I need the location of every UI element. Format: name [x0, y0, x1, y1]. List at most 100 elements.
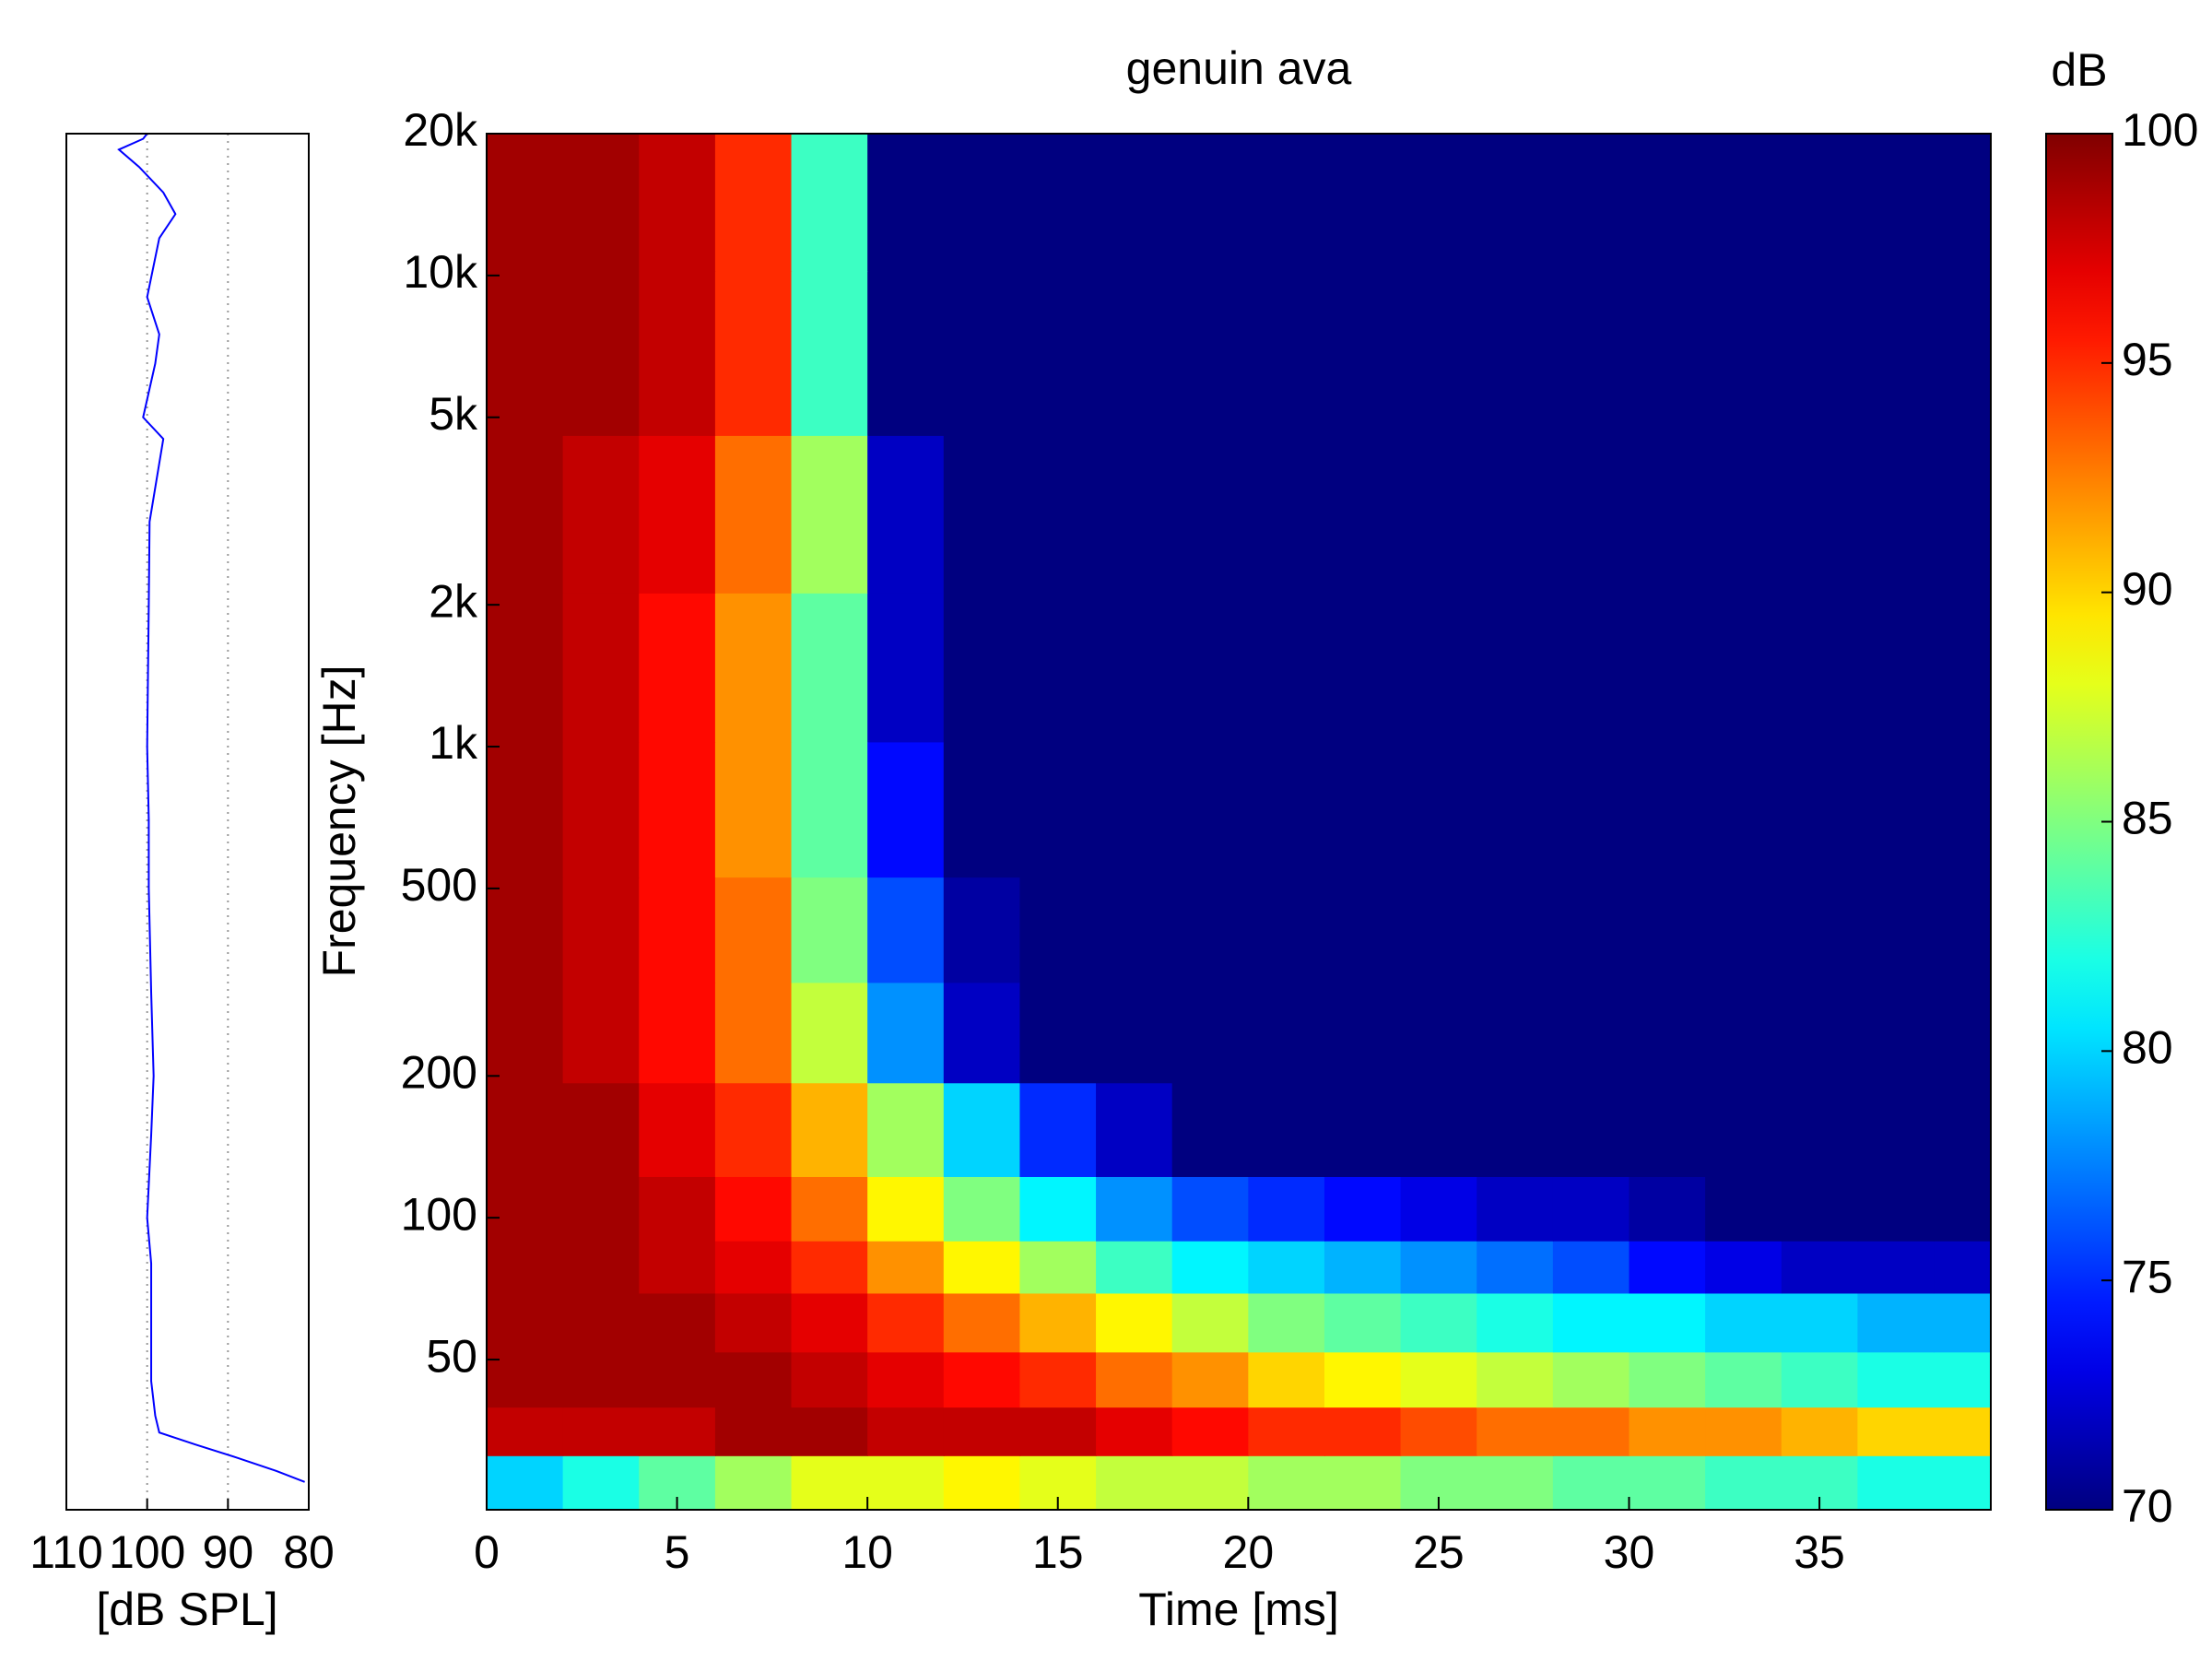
heatmap-cell: [1400, 1351, 1478, 1408]
heatmap-cell: [487, 134, 564, 272]
heatmap-cell: [714, 134, 793, 272]
heatmap-cell: [1705, 1455, 1783, 1510]
heatmap-cell: [639, 877, 716, 983]
heatmap-cell: [1019, 593, 1097, 743]
heatmap-cell: [1324, 1292, 1402, 1353]
heatmap-cell: [1857, 1240, 1935, 1294]
heatmap-cell: [639, 1082, 716, 1177]
x-tick-label: 15: [1032, 1526, 1084, 1578]
heatmap-cell: [867, 1351, 945, 1408]
heatmap-cell: [1324, 1082, 1402, 1177]
heatmap-cell: [1477, 270, 1554, 436]
heatmap-cell: [1171, 1176, 1250, 1242]
colorbar-tick-label: 95: [2122, 334, 2173, 385]
heatmap-cell: [791, 1240, 868, 1294]
heatmap-cell: [1857, 1292, 1935, 1353]
heatmap-cell: [1781, 435, 1859, 594]
heatmap-cell: [1477, 1176, 1554, 1242]
heatmap-cell: [1096, 1455, 1173, 1510]
heatmap-cell: [714, 1240, 793, 1294]
heatmap-cell: [487, 1240, 564, 1294]
heatmap-cell: [1781, 982, 1859, 1084]
heatmap-cell: [1477, 593, 1554, 743]
x-tick-label: 25: [1413, 1526, 1465, 1578]
heatmap-cell: [562, 435, 641, 594]
heatmap-cell: [639, 1240, 716, 1294]
heatmap-cell: [1781, 593, 1859, 743]
y-tick-label: 20k: [403, 104, 478, 156]
heatmap-cell: [867, 593, 945, 743]
heatmap-cell: [1552, 1240, 1630, 1294]
heatmap-cell: [1781, 1407, 1859, 1456]
heatmap-cell: [867, 1407, 945, 1456]
heatmap-cell: [1477, 1292, 1554, 1353]
heatmap-cell: [1400, 982, 1478, 1084]
heatmap-cell: [943, 1082, 1021, 1177]
heatmap-cell: [562, 1455, 641, 1510]
heatmap-cell: [1629, 1176, 1706, 1242]
heatmap-cell: [1096, 593, 1173, 743]
heatmap-cell: [1857, 982, 1935, 1084]
x-tick-label: 20: [1223, 1526, 1275, 1578]
heatmap-cell: [1629, 1407, 1706, 1456]
heatmap-cell: [867, 1082, 945, 1177]
heatmap-cell: [1629, 1292, 1706, 1353]
heatmap-cell: [1248, 1292, 1325, 1353]
colorbar-label: dB: [2051, 44, 2107, 96]
x-tick-label: 5: [665, 1526, 690, 1578]
heatmap-cell: [867, 1292, 945, 1353]
heatmap-cell: [714, 593, 793, 743]
heatmap-cell: [1248, 877, 1325, 983]
heatmap-cell: [714, 1407, 793, 1456]
heatmap-cell: [791, 1351, 868, 1408]
heatmap-cell: [943, 435, 1021, 594]
axes-frame: [65, 133, 310, 1511]
heatmap-cell: [1019, 1351, 1097, 1408]
heatmap-cell: [1934, 1176, 1991, 1242]
heatmap-cell: [1857, 1455, 1935, 1510]
heatmap-cell: [1705, 435, 1783, 594]
heatmap-cell: [487, 593, 564, 743]
heatmap-cell: [1400, 593, 1478, 743]
heatmap-cell: [1171, 877, 1250, 983]
heatmap-cell: [1477, 1351, 1554, 1408]
line-group: [117, 134, 305, 1483]
heatmap-cell: [1248, 1351, 1325, 1408]
heatmap-cell: [1934, 1407, 1991, 1456]
heatmap-cell: [1324, 593, 1402, 743]
heatmap-cell: [1324, 1407, 1402, 1456]
x-tick-label: 100: [109, 1526, 185, 1578]
heatmap-cell: [867, 877, 945, 983]
heatmap-cell: [867, 741, 945, 878]
y-tick-label: 10k: [403, 246, 478, 298]
heatmap-cell: [1781, 1351, 1859, 1408]
heatmap-cell: [1552, 270, 1630, 436]
heatmap-cell: [714, 1176, 793, 1242]
heatmap-cell: [1629, 435, 1706, 594]
heatmap-cell: [1552, 134, 1630, 272]
heatmap-cell: [1781, 1082, 1859, 1177]
heatmap-cell: [714, 1455, 793, 1510]
heatmap-cell: [639, 741, 716, 878]
heatmap-cell: [1629, 982, 1706, 1084]
heatmap-cell: [562, 134, 641, 272]
heatmap-cell: [714, 1082, 793, 1177]
heatmap-cell: [1324, 1240, 1402, 1294]
side-x-axis-label: [dB SPL]: [96, 1583, 277, 1635]
colorbar-tick-label: 80: [2122, 1022, 2173, 1074]
heatmap-cell: [1019, 877, 1097, 983]
heatmap-cell: [1934, 1082, 1991, 1177]
heatmap-cell: [1552, 1407, 1630, 1456]
heatmap-cell: [867, 134, 945, 272]
y-tick-label: 5k: [429, 388, 478, 440]
heatmap-cell: [1552, 877, 1630, 983]
heatmap-cell: [487, 741, 564, 878]
y-axis-label: Frequency [Hz]: [313, 665, 365, 977]
heatmap-cell: [1705, 270, 1783, 436]
heatmap-cell: [1096, 1407, 1173, 1456]
heatmap-cell: [867, 982, 945, 1084]
heatmap-cell: [1096, 435, 1173, 594]
heatmap-cell: [1629, 877, 1706, 983]
heatmap-cell: [943, 1176, 1021, 1242]
heatmap-cell: [791, 593, 868, 743]
